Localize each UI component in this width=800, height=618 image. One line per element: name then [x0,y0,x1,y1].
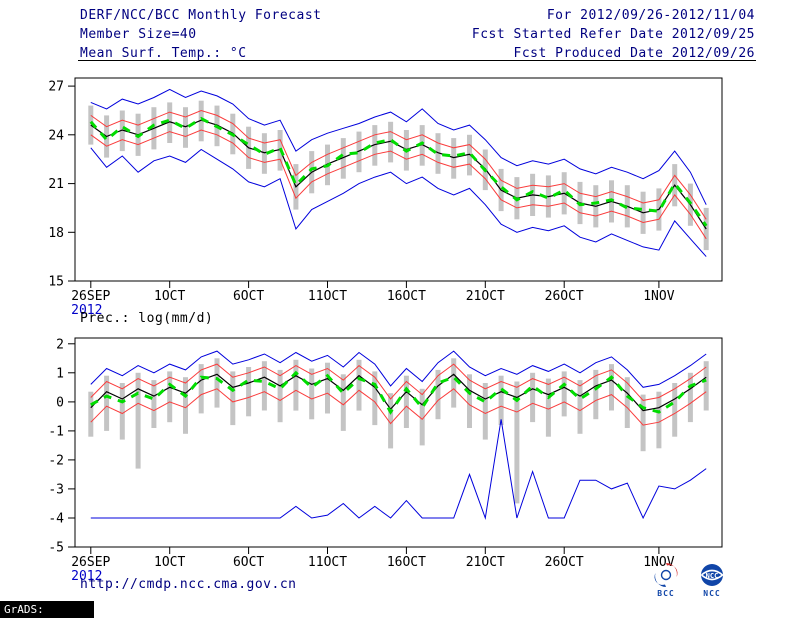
svg-text:15: 15 [48,275,64,290]
svg-text:26OCT: 26OCT [545,555,584,570]
svg-text:21: 21 [48,177,64,192]
svg-text:26OCT: 26OCT [545,289,584,304]
header-member-size: Member Size=40 [80,27,197,42]
header-title: DERF/NCC/BCC Monthly Forecast [80,8,322,23]
svg-text:11OCT: 11OCT [308,289,347,304]
svg-text:24: 24 [48,128,64,143]
bcc-logo: BCC [650,562,682,598]
svg-text:1OCT: 1OCT [154,555,185,570]
svg-text:1: 1 [56,366,64,381]
footer-url: http://cmdp.ncc.cma.gov.cn [80,577,297,592]
svg-text:-1: -1 [48,424,64,439]
svg-text:16OCT: 16OCT [387,555,426,570]
svg-text:26SEP: 26SEP [71,555,110,570]
header-refer-date: Fcst Started Refer Date 2012/09/25 [471,27,755,42]
svg-text:2: 2 [56,337,64,352]
svg-text:18: 18 [48,226,64,241]
svg-text:2012: 2012 [71,303,102,318]
ncc-logo-label: NCC [703,589,721,598]
svg-text:27: 27 [48,80,64,95]
svg-text:2012: 2012 [71,569,102,584]
header-divider [78,60,756,61]
header-produced-date: Fcst Produced Date 2012/09/26 [513,46,755,61]
ncc-logo: NCC NCC [696,562,728,598]
footer-logos: BCC NCC NCC [650,562,728,598]
svg-text:11OCT: 11OCT [308,555,347,570]
bcc-logo-label: BCC [657,589,675,598]
svg-text:16OCT: 16OCT [387,289,426,304]
svg-text:-5: -5 [48,541,64,556]
svg-text:6OCT: 6OCT [233,555,264,570]
header-variable-label: Mean Surf. Temp.: °C [80,46,247,61]
svg-text:21OCT: 21OCT [466,555,505,570]
grads-credit: GrADS: COLA/IGES [0,601,94,618]
precip-panel-title: Prec.: log(mm/d) [80,311,214,326]
svg-text:0: 0 [56,395,64,410]
svg-text:-4: -4 [48,512,64,527]
svg-text:6OCT: 6OCT [233,289,264,304]
svg-text:26SEP: 26SEP [71,289,110,304]
svg-text:21OCT: 21OCT [466,289,505,304]
svg-text:NCC: NCC [706,572,719,580]
header-forecast-range: For 2012/09/26-2012/11/04 [546,8,755,23]
bcc-logo-icon [654,563,678,587]
svg-text:1NOV: 1NOV [643,289,674,304]
svg-text:-2: -2 [48,453,64,468]
ncc-logo-icon: NCC [700,564,724,586]
svg-text:1NOV: 1NOV [643,555,674,570]
svg-text:-3: -3 [48,482,64,497]
svg-text:1OCT: 1OCT [154,289,185,304]
